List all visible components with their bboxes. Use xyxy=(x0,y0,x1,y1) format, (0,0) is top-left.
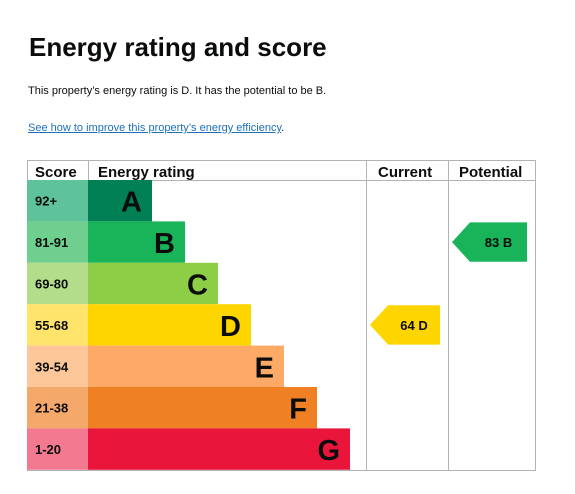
band-row-f: 21-38 F xyxy=(27,387,317,429)
score-range: 81-91 xyxy=(35,235,68,250)
current-rating-marker-arrow xyxy=(370,305,440,345)
score-range: 92+ xyxy=(35,194,57,209)
rating-bands: 92+ A 81-91 B 69-80 C 55-68 D 39-54 E 21-38 F 1-20 G xyxy=(27,180,350,470)
band-row-g: 1-20 G xyxy=(27,428,350,470)
rating-letter: F xyxy=(289,394,307,426)
band-row-c: 69-80 C xyxy=(27,262,218,305)
rating-bar xyxy=(88,262,218,305)
rating-letter: E xyxy=(255,352,274,384)
rating-bar xyxy=(88,387,317,429)
score-cell xyxy=(27,345,88,387)
score-cell xyxy=(27,221,88,263)
header-energy-rating: Energy rating xyxy=(98,164,195,181)
current-rating-marker-label: 64 D xyxy=(400,318,427,333)
link-suffix: . xyxy=(281,122,285,134)
current-rating-marker: 64 D xyxy=(370,305,440,345)
score-cell xyxy=(27,428,88,470)
potential-rating-marker-label: 83 B xyxy=(485,235,512,250)
header-current: Current xyxy=(378,164,432,181)
score-range: 1-20 xyxy=(35,442,61,457)
potential-rating-marker: 83 B xyxy=(452,222,527,262)
improve-efficiency-link[interactable]: See how to improve this property’s energ… xyxy=(28,122,282,134)
band-row-e: 39-54 E xyxy=(27,345,284,387)
score-cell xyxy=(27,180,88,222)
header-potential: Potential xyxy=(459,164,522,181)
rating-bar xyxy=(88,221,185,263)
band-row-b: 81-91 B xyxy=(27,221,185,263)
page-title: Energy rating and score xyxy=(29,32,327,62)
band-row-a: 92+ A xyxy=(27,180,152,222)
rating-bar xyxy=(88,345,284,387)
score-range: 39-54 xyxy=(35,359,69,374)
rating-bar xyxy=(88,304,251,346)
rating-letter: G xyxy=(317,435,340,467)
score-range: 69-80 xyxy=(35,277,68,292)
rating-letter: B xyxy=(154,228,175,260)
improve-link-container: See how to improve this property’s energ… xyxy=(28,121,284,135)
score-range: 21-38 xyxy=(35,401,68,416)
score-cell xyxy=(27,304,88,346)
band-row-d: 55-68 D xyxy=(27,304,251,346)
rating-summary: This property’s energy rating is D. It h… xyxy=(28,85,327,97)
rating-letter: D xyxy=(220,311,241,343)
potential-rating-marker-arrow xyxy=(452,222,527,262)
rating-letter: C xyxy=(187,270,208,302)
rating-bar xyxy=(88,180,152,222)
rating-markers: 64 D 83 B xyxy=(370,222,527,345)
score-cell xyxy=(27,262,88,305)
score-cell xyxy=(27,387,88,429)
header-score: Score xyxy=(35,164,77,181)
score-range: 55-68 xyxy=(35,318,68,333)
rating-letter: A xyxy=(121,187,142,219)
rating-bar xyxy=(88,428,350,470)
